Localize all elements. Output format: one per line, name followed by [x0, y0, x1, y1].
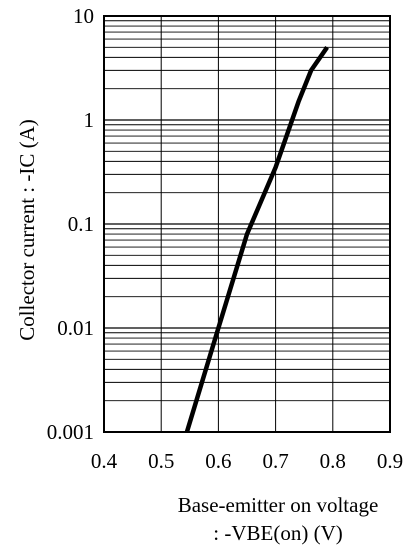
plot-area [103, 15, 391, 433]
x-tick-label: 0.9 [377, 449, 403, 473]
grid [103, 15, 391, 433]
y-tick-label: 10 [73, 4, 94, 28]
x-tick-label: 0.8 [320, 449, 346, 473]
series-group [184, 46, 329, 433]
x-tick-label: 0.6 [205, 449, 231, 473]
y-tick-label: 0.01 [57, 316, 94, 340]
y-tick-label: 1 [84, 108, 95, 132]
x-axis-title-line-1: Base-emitter on voltage [178, 493, 379, 517]
x-tick-label: 0.4 [91, 449, 118, 473]
series-line [184, 46, 329, 433]
x-tick-label: 0.7 [262, 449, 288, 473]
y-axis-ticks: 0.001 0.01 0.1 1 10 [47, 4, 94, 444]
x-axis-title-line-2: : -VBE(on) (V) [213, 521, 342, 545]
y-tick-label: 0.1 [68, 212, 94, 236]
y-axis-title: Collector current : -IC (A) [15, 119, 39, 341]
x-tick-label: 0.5 [148, 449, 174, 473]
x-axis-ticks: 0.4 0.5 0.6 0.7 0.8 0.9 [91, 449, 403, 473]
y-tick-label: 0.001 [47, 420, 94, 444]
